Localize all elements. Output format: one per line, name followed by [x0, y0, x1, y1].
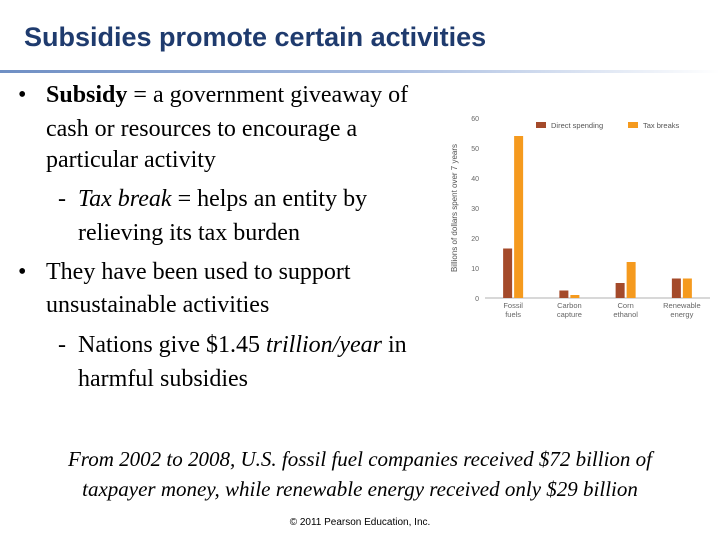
y-axis-label: Billions of dollars spent over 7 years — [450, 144, 459, 272]
x-tick-label: Renewable — [663, 301, 701, 310]
term-tax-break: Tax break — [78, 186, 172, 212]
x-tick-label: fuels — [505, 310, 521, 319]
nations-text-pre: Nations give $1.45 — [78, 332, 266, 358]
y-tick-label: 0 — [475, 296, 479, 303]
nations-text-emphasis: trillion/year — [265, 332, 382, 358]
x-tick-label: Carbon — [557, 301, 582, 310]
bar-direct-spending — [559, 290, 569, 298]
x-tick-label: ethanol — [613, 310, 638, 319]
subsidies-bar-chart: Billions of dollars spent over 7 years 0 1… — [448, 108, 713, 326]
bullet-marker: • — [18, 82, 27, 108]
y-tick-label: 20 — [471, 236, 479, 243]
y-tick-label: 40 — [471, 176, 479, 183]
sub-bullet-marker: - — [58, 186, 66, 212]
legend-swatch — [628, 122, 638, 128]
bar-tax-breaks — [626, 262, 636, 298]
bar-tax-breaks — [514, 136, 524, 298]
bar-direct-spending — [671, 278, 681, 298]
title-divider — [0, 70, 720, 73]
term-subsidy: Subsidy — [46, 82, 128, 108]
y-tick-label: 10 — [471, 266, 479, 273]
bar-direct-spending — [503, 248, 513, 298]
bar-tax-breaks — [682, 278, 692, 298]
y-tick-label: 30 — [471, 206, 479, 213]
sub-bullet-nations-line2: harmful subsidies — [78, 366, 248, 392]
y-tick-label: 50 — [471, 146, 479, 153]
bullet-subsidy-line2: cash or resources to encourage a — [46, 116, 358, 142]
footer-note-line1: From 2002 to 2008, U.S. fossil fuel comp… — [67, 447, 653, 471]
bullet-unsustainable-line2: unsustainable activities — [46, 292, 270, 318]
x-tick-label: Corn — [617, 301, 633, 310]
legend-swatch — [536, 122, 546, 128]
subsidy-definition: = a government giveaway of — [127, 82, 409, 108]
sub-bullet-taxbreak-line1: Tax break = helps an entity by — [78, 182, 367, 216]
chart-svg: Billions of dollars spent over 7 years 0 1… — [450, 116, 710, 319]
copyright-notice: © 2011 Pearson Education, Inc. — [289, 517, 431, 528]
legend-label: Tax breaks — [643, 121, 680, 130]
bar-tax-breaks — [570, 295, 580, 298]
bullet-unsustainable-line1: They have been used to support — [46, 259, 351, 285]
x-tick-label: capture — [557, 310, 582, 319]
sub-bullet-taxbreak-line2: relieving its tax burden — [78, 220, 300, 246]
x-tick-label: Fossil — [503, 301, 523, 310]
x-tick-label: energy — [670, 310, 693, 319]
nations-text-post: in — [381, 332, 407, 358]
sub-bullet-nations-line1: Nations give $1.45 trillion/year in — [78, 328, 407, 362]
legend-label: Direct spending — [551, 121, 603, 130]
bullet-marker: • — [18, 259, 27, 285]
y-tick-label: 60 — [471, 116, 479, 123]
sub-bullet-marker: - — [58, 332, 66, 358]
footer-note-line2: taxpayer money, while renewable energy r… — [82, 477, 638, 501]
bar-direct-spending — [615, 283, 625, 298]
tax-break-definition: = helps an entity by — [171, 186, 368, 212]
slide-title: Subsidies promote certain activities — [24, 22, 487, 52]
bullet-subsidy-line1: Subsidy = a government giveaway of — [46, 78, 408, 112]
bullet-subsidy-line3: particular activity — [46, 147, 216, 173]
